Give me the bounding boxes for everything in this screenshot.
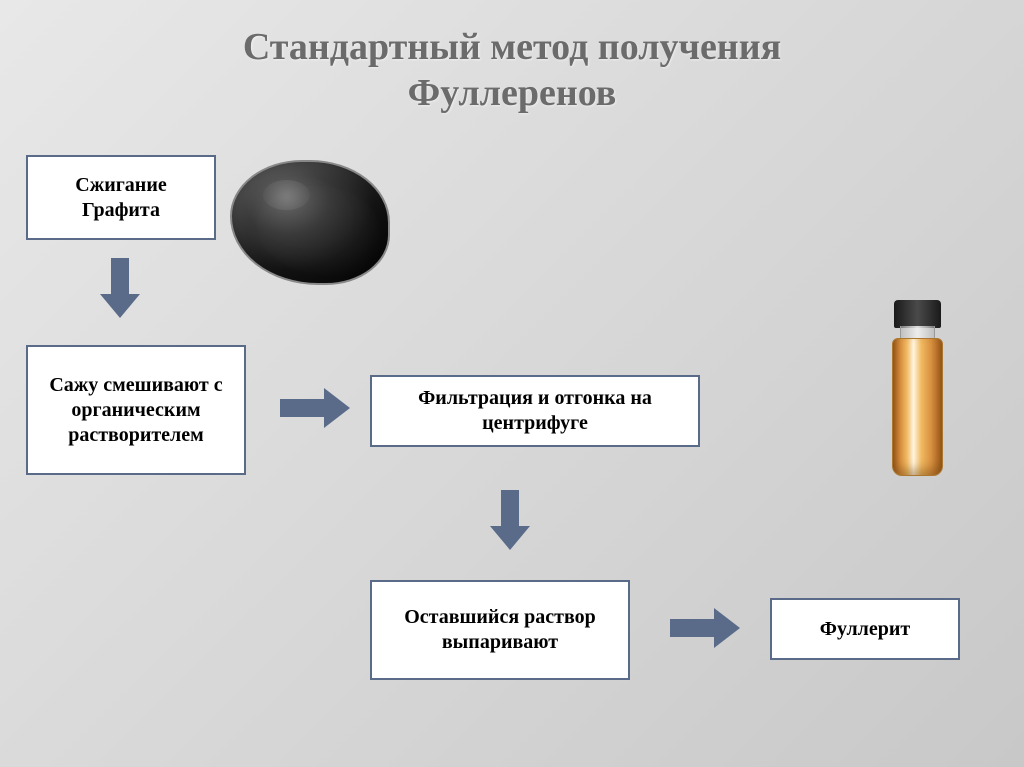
vial-cap — [894, 300, 941, 328]
step4-label: Оставшийся раствор выпаривают — [386, 605, 614, 655]
title-line1: Стандартный метод получения — [243, 26, 781, 68]
arrow-3 — [490, 490, 530, 550]
step3-label: Фильтрация и отгонка на центрифуге — [386, 386, 684, 436]
step1-label: Сжигание Графита — [42, 173, 200, 223]
vial-body — [892, 338, 943, 476]
step-box-3: Фильтрация и отгонка на центрифуге — [370, 375, 700, 447]
step5-label: Фуллерит — [820, 617, 910, 642]
arrow-1 — [100, 258, 140, 318]
step-box-1: Сжигание Графита — [26, 155, 216, 240]
arrow-2 — [280, 388, 350, 428]
step-box-2: Сажу смешивают с органическим растворите… — [26, 345, 246, 475]
vial-image — [880, 300, 955, 480]
page-title: Стандартный метод получения Фуллеренов — [0, 0, 1024, 116]
step2-label: Сажу смешивают с органическим растворите… — [42, 373, 230, 448]
graphite-image — [230, 160, 390, 285]
step-box-4: Оставшийся раствор выпаривают — [370, 580, 630, 680]
step-box-5: Фуллерит — [770, 598, 960, 660]
title-line2: Фуллеренов — [408, 72, 617, 114]
arrow-4 — [670, 608, 740, 648]
